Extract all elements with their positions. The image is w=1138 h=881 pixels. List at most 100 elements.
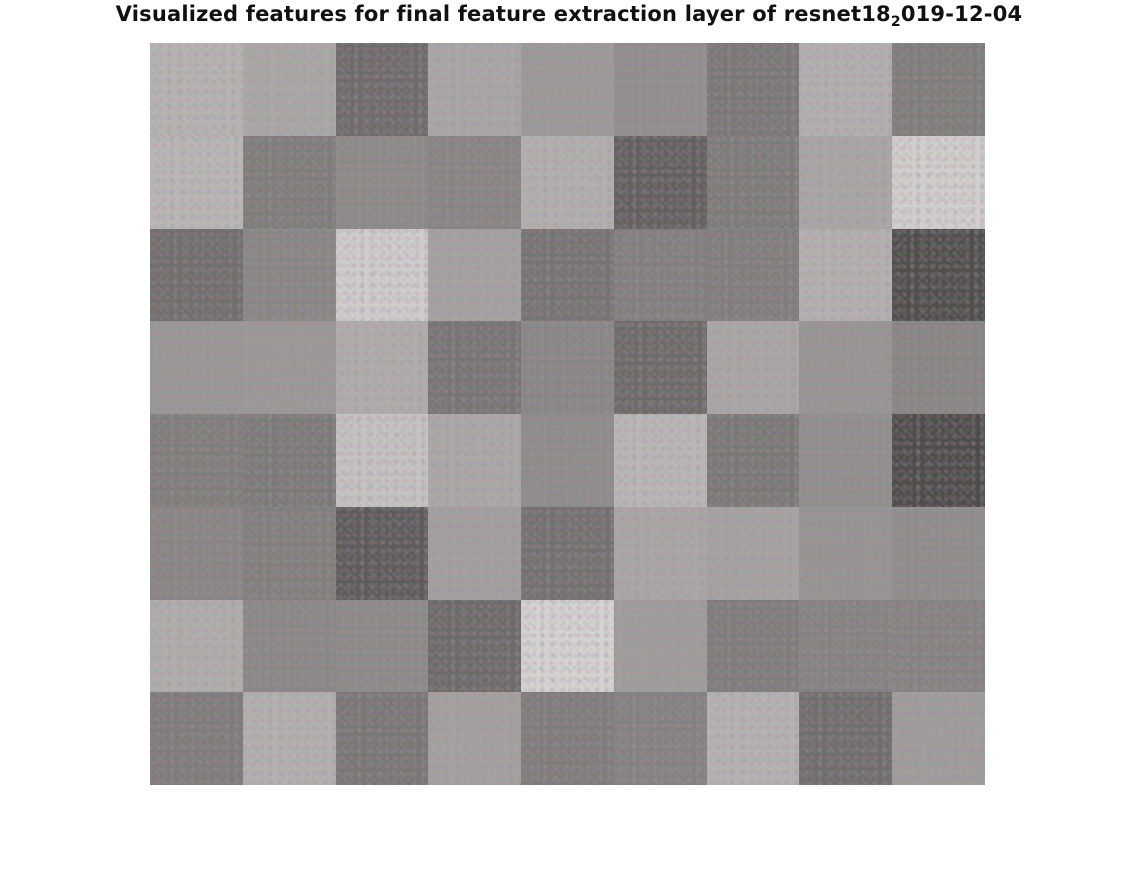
feature-tile bbox=[799, 43, 893, 136]
feature-tile-texture bbox=[335, 414, 429, 507]
feature-tile-texture bbox=[892, 506, 985, 600]
feature-tile bbox=[335, 135, 429, 229]
feature-tile bbox=[892, 321, 985, 414]
feature-tile-texture bbox=[335, 506, 429, 600]
feature-tile bbox=[242, 228, 336, 322]
feature-tile-texture bbox=[706, 692, 800, 785]
feature-tile-texture bbox=[521, 43, 614, 136]
feature-tile-texture bbox=[613, 599, 707, 693]
feature-tile-texture bbox=[335, 599, 429, 693]
feature-tile-texture bbox=[150, 228, 243, 322]
feature-tile bbox=[242, 43, 336, 136]
feature-tile bbox=[892, 506, 985, 600]
feature-tile bbox=[428, 321, 522, 414]
feature-tile-texture bbox=[521, 692, 614, 785]
feature-tile-texture bbox=[521, 228, 614, 322]
feature-tile bbox=[335, 599, 429, 693]
feature-tile bbox=[706, 135, 800, 229]
feature-tile-texture bbox=[428, 43, 522, 136]
feature-tile bbox=[428, 43, 522, 136]
feature-tile-texture bbox=[242, 43, 336, 136]
feature-tile bbox=[150, 321, 243, 414]
feature-tile-texture bbox=[335, 321, 429, 414]
feature-tile bbox=[892, 135, 985, 229]
feature-tile bbox=[799, 506, 893, 600]
feature-tile-texture bbox=[892, 414, 985, 507]
feature-tile bbox=[335, 692, 429, 785]
feature-tile bbox=[150, 599, 243, 693]
feature-tile bbox=[428, 414, 522, 507]
feature-tile bbox=[892, 692, 985, 785]
feature-tile-texture bbox=[799, 228, 893, 322]
feature-tile bbox=[706, 599, 800, 693]
feature-tile bbox=[613, 43, 707, 136]
feature-tile-texture bbox=[613, 135, 707, 229]
feature-tile-texture bbox=[428, 228, 522, 322]
feature-tile bbox=[521, 414, 614, 507]
feature-tile-texture bbox=[706, 135, 800, 229]
feature-tile-texture bbox=[892, 692, 985, 785]
feature-tile bbox=[242, 135, 336, 229]
feature-tile-texture bbox=[706, 321, 800, 414]
feature-tile bbox=[892, 43, 985, 136]
feature-tile bbox=[799, 692, 893, 785]
feature-tile bbox=[521, 43, 614, 136]
figure-title: Visualized features for final feature ex… bbox=[0, 2, 1138, 30]
feature-tile bbox=[242, 414, 336, 507]
feature-tile bbox=[521, 228, 614, 322]
feature-tile-texture bbox=[799, 414, 893, 507]
feature-tile bbox=[150, 43, 243, 136]
feature-tile-texture bbox=[799, 135, 893, 229]
feature-tile bbox=[613, 228, 707, 322]
feature-tile bbox=[428, 599, 522, 693]
feature-tile-texture bbox=[706, 506, 800, 600]
feature-tile-texture bbox=[613, 414, 707, 507]
figure-title-main: Visualized features for final feature ex… bbox=[115, 2, 891, 26]
feature-tile-texture bbox=[521, 414, 614, 507]
feature-tile-texture bbox=[613, 692, 707, 785]
feature-tile bbox=[706, 321, 800, 414]
feature-tile-texture bbox=[521, 321, 614, 414]
feature-tile bbox=[706, 43, 800, 136]
feature-tile bbox=[428, 506, 522, 600]
feature-tile-texture bbox=[892, 599, 985, 693]
feature-tile-texture bbox=[521, 506, 614, 600]
feature-tile bbox=[150, 414, 243, 507]
feature-tile-texture bbox=[613, 43, 707, 136]
feature-tile-texture bbox=[150, 599, 243, 693]
feature-tile-texture bbox=[799, 692, 893, 785]
feature-tile-texture bbox=[150, 506, 243, 600]
feature-tile bbox=[799, 135, 893, 229]
feature-tile-texture bbox=[335, 228, 429, 322]
feature-tile bbox=[706, 506, 800, 600]
feature-tile-texture bbox=[150, 414, 243, 507]
feature-tile bbox=[242, 692, 336, 785]
feature-tile bbox=[613, 135, 707, 229]
feature-tile bbox=[150, 692, 243, 785]
feature-tile bbox=[242, 506, 336, 600]
feature-tile bbox=[150, 228, 243, 322]
feature-tile-texture bbox=[428, 414, 522, 507]
feature-tile-texture bbox=[150, 321, 243, 414]
feature-tile bbox=[613, 321, 707, 414]
feature-tile bbox=[335, 228, 429, 322]
feature-tile-texture bbox=[428, 599, 522, 693]
feature-tile-texture bbox=[706, 43, 800, 136]
feature-tile bbox=[799, 228, 893, 322]
feature-tile-texture bbox=[799, 43, 893, 136]
feature-tile bbox=[428, 228, 522, 322]
feature-tile bbox=[242, 321, 336, 414]
feature-montage bbox=[150, 43, 985, 785]
feature-tile bbox=[892, 599, 985, 693]
feature-tile-texture bbox=[613, 506, 707, 600]
feature-tile-texture bbox=[150, 43, 243, 136]
feature-tile-texture bbox=[706, 599, 800, 693]
feature-tile-texture bbox=[892, 228, 985, 322]
feature-tile bbox=[242, 599, 336, 693]
feature-tile bbox=[150, 506, 243, 600]
feature-tile bbox=[892, 228, 985, 322]
feature-tile bbox=[892, 414, 985, 507]
feature-tile-texture bbox=[892, 321, 985, 414]
feature-tile bbox=[613, 692, 707, 785]
feature-tile bbox=[335, 43, 429, 136]
